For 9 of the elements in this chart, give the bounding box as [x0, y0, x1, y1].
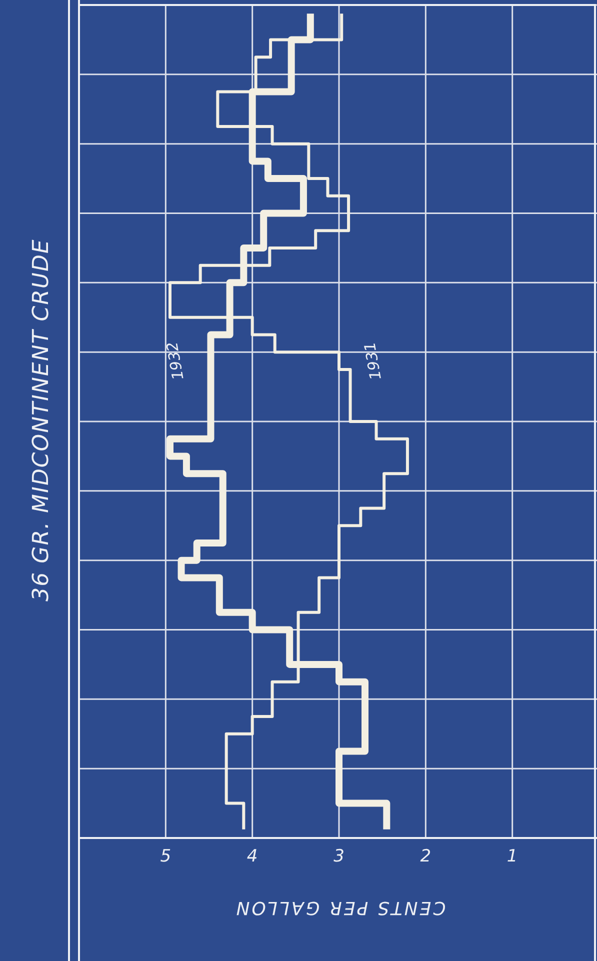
text: 36 GR. MIDCONTINENT CRUDE: [29, 238, 54, 602]
x-tick-label: 2: [420, 846, 432, 867]
x-axis-title: CENTS PER GALLON: [234, 897, 446, 918]
x-tick-label: 3: [334, 846, 344, 867]
x-tick-label: 4: [246, 846, 258, 867]
x-tick-label: 1: [506, 846, 518, 867]
text: 1931: [360, 340, 385, 382]
x-tick-label: 5: [160, 846, 172, 867]
text: 1932: [162, 340, 188, 382]
